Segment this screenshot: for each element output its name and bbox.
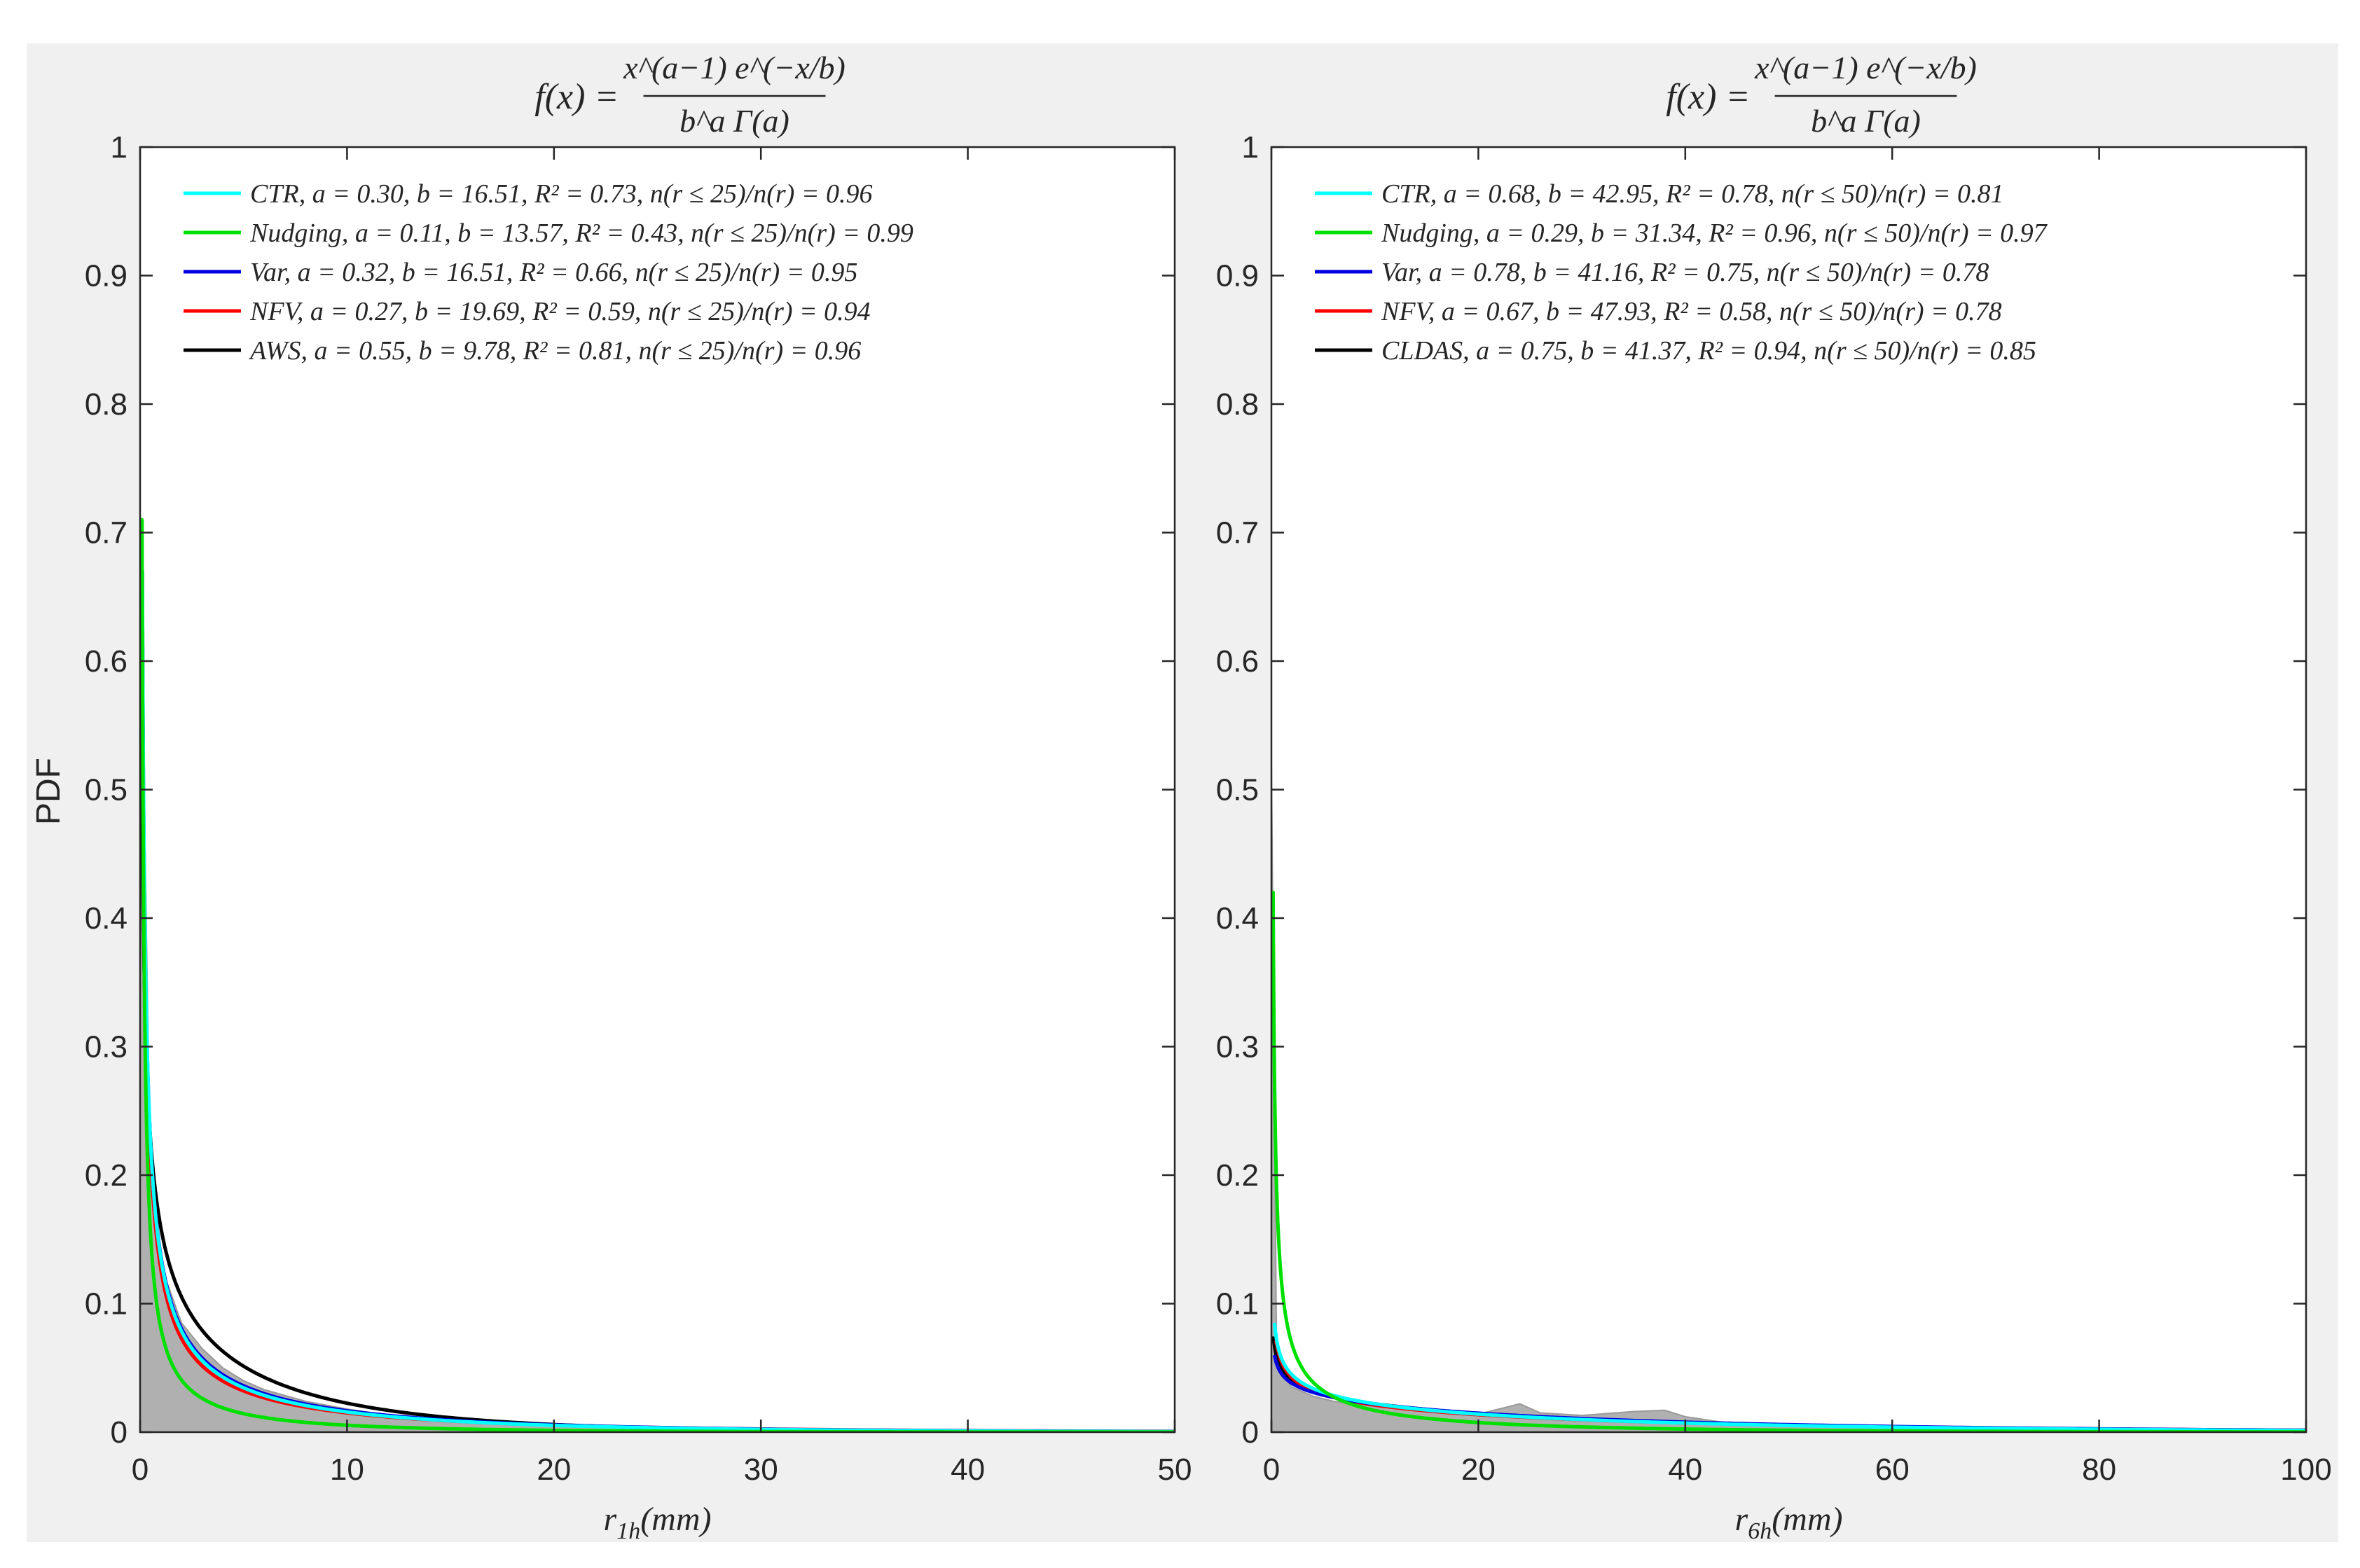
legend-label-cldas: CLDAS, a = 0.75, b = 41.37, R² = 0.94, n…	[1381, 336, 2036, 366]
x-tick-label: 40	[1668, 1452, 1702, 1487]
x-tick-label: 30	[744, 1452, 778, 1487]
x-tick-label: 0	[1263, 1452, 1280, 1487]
x-tick-label: 20	[1461, 1452, 1496, 1487]
series-line-nudging-left	[140, 518, 1175, 1432]
series-line-nudging-right	[1271, 890, 2306, 1432]
y-tick-label: 0.1	[1216, 1287, 1259, 1321]
y-tick-label: 0.6	[1216, 644, 1259, 679]
y-tick-label: 0	[1242, 1415, 1259, 1450]
x-tick-label: 60	[1875, 1452, 1910, 1487]
chart-panel-right: 0 0.1 0.2 0.3 0.4 0.5 0.6 0.7 0.8 0.9 1 0 20 40 60 80 10…	[1216, 50, 2332, 1544]
legend-left: CTR, a = 0.30, b = 16.51, R² = 0.73, n(r…	[184, 179, 913, 366]
plot-area-right	[1271, 147, 2306, 1432]
y-tick-label: 1	[1242, 130, 1259, 165]
legend-label-nudging: Nudging, a = 0.29, b = 31.34, R² = 0.96,…	[1381, 218, 2048, 248]
y-tick-label: 1	[111, 130, 127, 165]
chart-title-right: f(x) =x^(a−1) e^(−x/b) b^a Γ(a)	[1666, 50, 1977, 139]
title-denominator: b^a Γ(a)	[1811, 103, 1921, 139]
y-tick-label: 0	[111, 1415, 127, 1450]
y-tick-label: 0.2	[1216, 1158, 1259, 1193]
y-axis-label: PDF	[30, 758, 67, 825]
legend-label-nudging: Nudging, a = 0.11, b = 13.57, R² = 0.43,…	[249, 218, 913, 248]
plot-area-left	[140, 147, 1175, 1432]
title-denominator: b^a Γ(a)	[679, 103, 789, 139]
title-lhs: f(x) =	[534, 77, 619, 117]
y-tick-label: 0.7	[85, 516, 127, 550]
legend-label-nfv: NFV, a = 0.67, b = 47.93, R² = 0.58, n(r…	[1381, 297, 2002, 326]
y-tick-label: 0.1	[85, 1287, 127, 1321]
legend-label-var: Var, a = 0.78, b = 41.16, R² = 0.75, n(r…	[1381, 258, 1989, 287]
y-tick-label: 0.2	[85, 1158, 127, 1193]
y-tick-label: 0.6	[85, 644, 127, 679]
title-numerator: x^(a−1) e^(−x/b)	[1754, 50, 1977, 85]
y-tick-label: 0.3	[1216, 1030, 1259, 1064]
y-tick-label: 0.8	[85, 387, 127, 422]
chart-panel-left: 00.10.20.30.40.50.60.70.80.910 10 20 30 40 50…	[85, 50, 1192, 1544]
y-tick-label: 0.8	[1216, 387, 1259, 422]
x-tick-label: 100	[2280, 1452, 2331, 1487]
y-tick-label: 0.7	[1216, 516, 1259, 550]
legend-label-ctr: CTR, a = 0.30, b = 16.51, R² = 0.73, n(r…	[250, 179, 872, 209]
legend-label-var: Var, a = 0.32, b = 16.51, R² = 0.66, n(r…	[250, 258, 857, 287]
y-tick-label: 0.9	[85, 259, 127, 293]
x-tick-label: 50	[1158, 1452, 1192, 1487]
title-numerator: x^(a−1) e^(−x/b)	[623, 50, 846, 85]
y-tick-label: 0.3	[85, 1030, 127, 1064]
legend-label-ctr: CTR, a = 0.68, b = 42.95, R² = 0.78, n(r…	[1381, 179, 2003, 209]
legend-label-aws: AWS, a = 0.55, b = 9.78, R² = 0.81, n(r …	[248, 336, 861, 366]
panels: 00.10.20.30.40.50.60.70.80.910 10 20 30 40 50…	[85, 50, 2332, 1544]
y-tick-label: 0.4	[1216, 901, 1259, 936]
x-tick-label: 20	[537, 1452, 571, 1487]
y-tick-label: 0.4	[85, 901, 127, 936]
x-tick-label: 80	[2082, 1452, 2116, 1487]
legend-right: CTR, a = 0.68, b = 42.95, R² = 0.78, n(r…	[1315, 179, 2048, 366]
plot-content-right	[1271, 763, 2306, 1432]
plot-content-left	[140, 518, 1175, 1432]
y-tick-label: 0.5	[1216, 773, 1259, 807]
chart-title-left: f(x) =x^(a−1) e^(−x/b) b^a Γ(a)	[534, 50, 846, 139]
y-tick-label: 0.5	[85, 773, 127, 807]
y-tick-label: 0.9	[1216, 259, 1259, 293]
x-tick-label: 10	[330, 1452, 364, 1487]
title-lhs: f(x) =	[1666, 77, 1750, 117]
x-tick-label: 40	[951, 1452, 985, 1487]
x-axis-label-right: r6h(mm)	[1735, 1501, 1843, 1544]
x-axis-label-left: r1h(mm)	[604, 1501, 712, 1544]
legend-label-nfv: NFV, a = 0.27, b = 19.69, R² = 0.59, n(r…	[249, 297, 871, 326]
x-tick-label: 0	[132, 1452, 149, 1487]
